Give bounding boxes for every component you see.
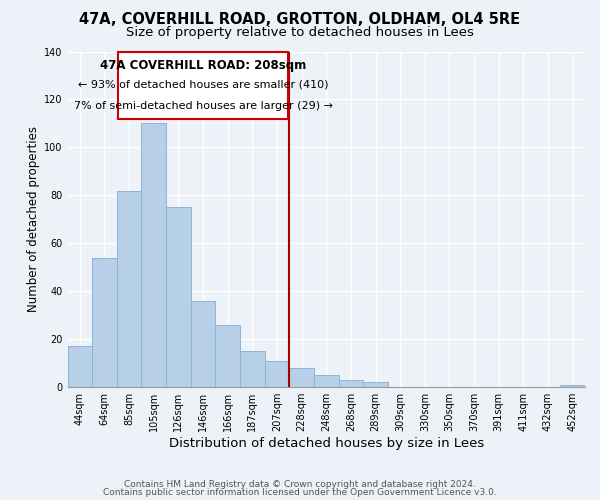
Bar xyxy=(191,301,215,387)
Bar xyxy=(68,346,92,387)
Text: 47A, COVERHILL ROAD, GROTTON, OLDHAM, OL4 5RE: 47A, COVERHILL ROAD, GROTTON, OLDHAM, OL… xyxy=(79,12,521,28)
Bar xyxy=(240,351,265,387)
Y-axis label: Number of detached properties: Number of detached properties xyxy=(27,126,40,312)
Bar xyxy=(314,375,338,387)
Text: 47A COVERHILL ROAD: 208sqm: 47A COVERHILL ROAD: 208sqm xyxy=(100,58,306,71)
Bar xyxy=(215,325,240,387)
Bar xyxy=(363,382,388,387)
X-axis label: Distribution of detached houses by size in Lees: Distribution of detached houses by size … xyxy=(169,437,484,450)
Bar xyxy=(560,385,585,387)
Bar xyxy=(117,190,142,387)
Text: Contains HM Land Registry data © Crown copyright and database right 2024.: Contains HM Land Registry data © Crown c… xyxy=(124,480,476,489)
Bar xyxy=(118,52,288,118)
Bar xyxy=(289,368,314,387)
Bar xyxy=(166,208,191,387)
Bar xyxy=(265,361,289,387)
Text: 7% of semi-detached houses are larger (29) →: 7% of semi-detached houses are larger (2… xyxy=(74,100,332,110)
Bar xyxy=(142,124,166,387)
Text: ← 93% of detached houses are smaller (410): ← 93% of detached houses are smaller (41… xyxy=(78,80,328,90)
Bar xyxy=(92,258,117,387)
Text: Contains public sector information licensed under the Open Government Licence v3: Contains public sector information licen… xyxy=(103,488,497,497)
Text: Size of property relative to detached houses in Lees: Size of property relative to detached ho… xyxy=(126,26,474,39)
Bar xyxy=(338,380,363,387)
